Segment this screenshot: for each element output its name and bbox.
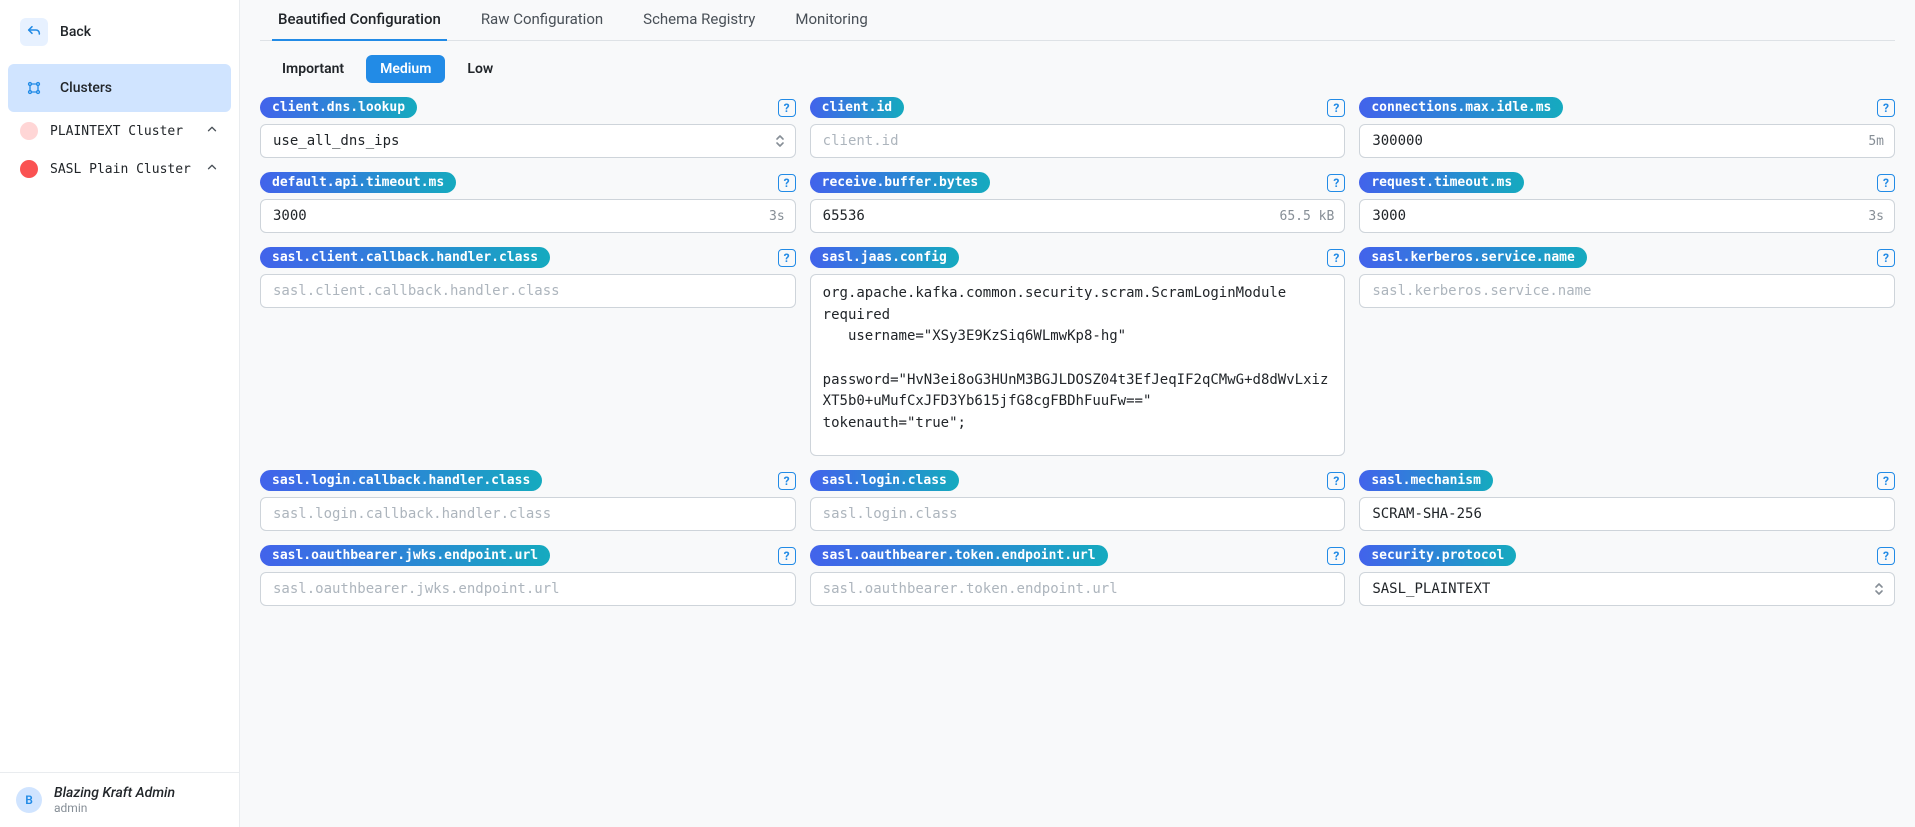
help-icon[interactable]: ? [778, 547, 796, 565]
value-suffix: 65.5 kB [1280, 209, 1345, 224]
help-icon[interactable]: ? [1327, 174, 1345, 192]
help-icon[interactable]: ? [778, 472, 796, 490]
help-icon[interactable]: ? [1327, 472, 1345, 490]
field-label: receive.buffer.bytes [810, 172, 991, 193]
field-client-id: client.id ? [810, 97, 1346, 158]
field-sasl-oauthbearer-token-endpoint-url: sasl.oauthbearer.token.endpoint.url ? [810, 545, 1346, 606]
sidebar-item-clusters[interactable]: Clusters [8, 64, 231, 112]
field-label: client.dns.lookup [260, 97, 417, 118]
field-label: sasl.jaas.config [810, 247, 959, 268]
field-security-protocol: security.protocol ? [1359, 545, 1895, 606]
help-icon[interactable]: ? [1877, 472, 1895, 490]
sasl-kerberos-service-name-input[interactable] [1360, 275, 1894, 307]
tab-monitoring[interactable]: Monitoring [789, 0, 873, 40]
security-protocol-select[interactable] [1360, 573, 1874, 605]
field-label: sasl.mechanism [1359, 470, 1493, 491]
sidebar: Back Clusters PLAINTEXT Cluster [0, 0, 240, 827]
help-icon[interactable]: ? [1877, 249, 1895, 267]
user-name: Blazing Kraft Admin [54, 785, 175, 801]
config-grid: client.dns.lookup ? client.id ? [260, 97, 1895, 606]
help-icon[interactable]: ? [1877, 547, 1895, 565]
cluster-item-plaintext[interactable]: PLAINTEXT Cluster [8, 112, 231, 150]
field-label: client.id [810, 97, 904, 118]
sasl-login-class-input[interactable] [811, 498, 1345, 530]
sasl-mechanism-input[interactable] [1360, 498, 1894, 530]
tab-beautified-configuration[interactable]: Beautified Configuration [272, 0, 447, 40]
field-label: sasl.login.callback.handler.class [260, 470, 542, 491]
help-icon[interactable]: ? [1327, 249, 1345, 267]
field-label: connections.max.idle.ms [1359, 97, 1563, 118]
back-label: Back [60, 24, 91, 40]
chevron-up-icon [205, 122, 219, 140]
back-button[interactable]: Back [8, 8, 231, 56]
field-label: sasl.oauthbearer.jwks.endpoint.url [260, 545, 550, 566]
user-role: admin [54, 801, 175, 815]
tab-schema-registry[interactable]: Schema Registry [637, 0, 761, 40]
config-tabs: Beautified Configuration Raw Configurati… [260, 0, 1895, 41]
sidebar-item-label: Clusters [60, 80, 219, 96]
sasl-jaas-config-textarea[interactable] [811, 275, 1345, 455]
help-icon[interactable]: ? [1877, 174, 1895, 192]
help-icon[interactable]: ? [778, 249, 796, 267]
avatar: B [16, 787, 42, 813]
field-client-dns-lookup: client.dns.lookup ? [260, 97, 796, 158]
help-icon[interactable]: ? [1877, 99, 1895, 117]
client-id-input[interactable] [811, 125, 1345, 157]
subtab-important[interactable]: Important [268, 55, 358, 83]
sasl-oauthbearer-jwks-endpoint-url-input[interactable] [261, 573, 795, 605]
subtab-low[interactable]: Low [453, 55, 507, 83]
field-sasl-mechanism: sasl.mechanism ? [1359, 470, 1895, 531]
field-request-timeout-ms: request.timeout.ms ? 3s [1359, 172, 1895, 233]
field-label: sasl.kerberos.service.name [1359, 247, 1587, 268]
sasl-login-callback-handler-class-input[interactable] [261, 498, 795, 530]
user-footer[interactable]: B Blazing Kraft Admin admin [0, 772, 239, 827]
field-sasl-login-class: sasl.login.class ? [810, 470, 1346, 531]
field-label: default.api.timeout.ms [260, 172, 456, 193]
select-caret-icon [1874, 582, 1894, 596]
field-sasl-client-callback-handler-class: sasl.client.callback.handler.class ? [260, 247, 796, 456]
select-caret-icon [775, 134, 795, 148]
field-sasl-login-callback-handler-class: sasl.login.callback.handler.class ? [260, 470, 796, 531]
value-suffix: 5m [1868, 134, 1894, 149]
help-icon[interactable]: ? [778, 174, 796, 192]
clusters-icon [20, 74, 48, 102]
sasl-client-callback-handler-class-input[interactable] [261, 275, 795, 307]
help-icon[interactable]: ? [778, 99, 796, 117]
field-label: security.protocol [1359, 545, 1516, 566]
field-sasl-kerberos-service-name: sasl.kerberos.service.name ? [1359, 247, 1895, 456]
cluster-label: PLAINTEXT Cluster [50, 124, 183, 139]
default-api-timeout-ms-input[interactable] [261, 200, 769, 232]
field-label: request.timeout.ms [1359, 172, 1524, 193]
value-suffix: 3s [769, 209, 795, 224]
field-receive-buffer-bytes: receive.buffer.bytes ? 65.5 kB [810, 172, 1346, 233]
subtab-medium[interactable]: Medium [366, 55, 445, 83]
status-dot-icon [20, 122, 38, 140]
field-label: sasl.login.class [810, 470, 959, 491]
back-arrow-icon [20, 18, 48, 46]
field-sasl-oauthbearer-jwks-endpoint-url: sasl.oauthbearer.jwks.endpoint.url ? [260, 545, 796, 606]
field-default-api-timeout-ms: default.api.timeout.ms ? 3s [260, 172, 796, 233]
field-sasl-jaas-config: sasl.jaas.config ? [810, 247, 1346, 456]
receive-buffer-bytes-input[interactable] [811, 200, 1280, 232]
request-timeout-ms-input[interactable] [1360, 200, 1868, 232]
cluster-label: SASL Plain Cluster [50, 162, 191, 177]
chevron-up-icon [205, 160, 219, 178]
field-connections-max-idle-ms: connections.max.idle.ms ? 5m [1359, 97, 1895, 158]
tab-raw-configuration[interactable]: Raw Configuration [475, 0, 609, 40]
value-suffix: 3s [1868, 209, 1894, 224]
field-label: sasl.oauthbearer.token.endpoint.url [810, 545, 1108, 566]
connections-max-idle-ms-input[interactable] [1360, 125, 1868, 157]
cluster-item-sasl[interactable]: SASL Plain Cluster [8, 150, 231, 188]
importance-subtabs: Important Medium Low [260, 55, 1895, 83]
sasl-oauthbearer-token-endpoint-url-input[interactable] [811, 573, 1345, 605]
help-icon[interactable]: ? [1327, 99, 1345, 117]
status-dot-icon [20, 160, 38, 178]
field-label: sasl.client.callback.handler.class [260, 247, 550, 268]
client-dns-lookup-select[interactable] [261, 125, 775, 157]
main-content: Beautified Configuration Raw Configurati… [240, 0, 1915, 827]
help-icon[interactable]: ? [1327, 547, 1345, 565]
